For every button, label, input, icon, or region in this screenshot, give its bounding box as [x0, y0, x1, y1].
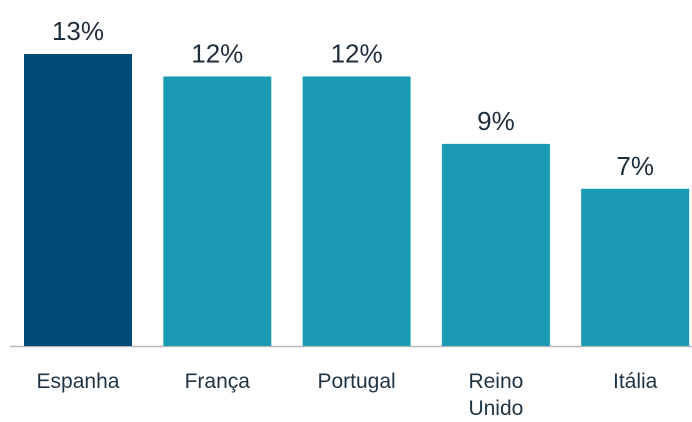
bar	[441, 143, 550, 346]
bar	[163, 76, 272, 346]
category-label: Portugal	[317, 370, 396, 393]
bar	[581, 188, 690, 346]
bar	[24, 54, 132, 347]
category-label: Itália	[613, 370, 658, 393]
value-label: 7%	[616, 151, 654, 181]
category-label: França	[184, 370, 250, 393]
value-label: 13%	[52, 16, 104, 46]
value-label: 9%	[477, 106, 515, 136]
category-label: Reino Unido	[468, 370, 524, 420]
value-label: 12%	[191, 38, 243, 68]
category-label: Espanha	[36, 370, 120, 393]
value-label: 12%	[331, 38, 383, 68]
bar	[302, 76, 411, 346]
